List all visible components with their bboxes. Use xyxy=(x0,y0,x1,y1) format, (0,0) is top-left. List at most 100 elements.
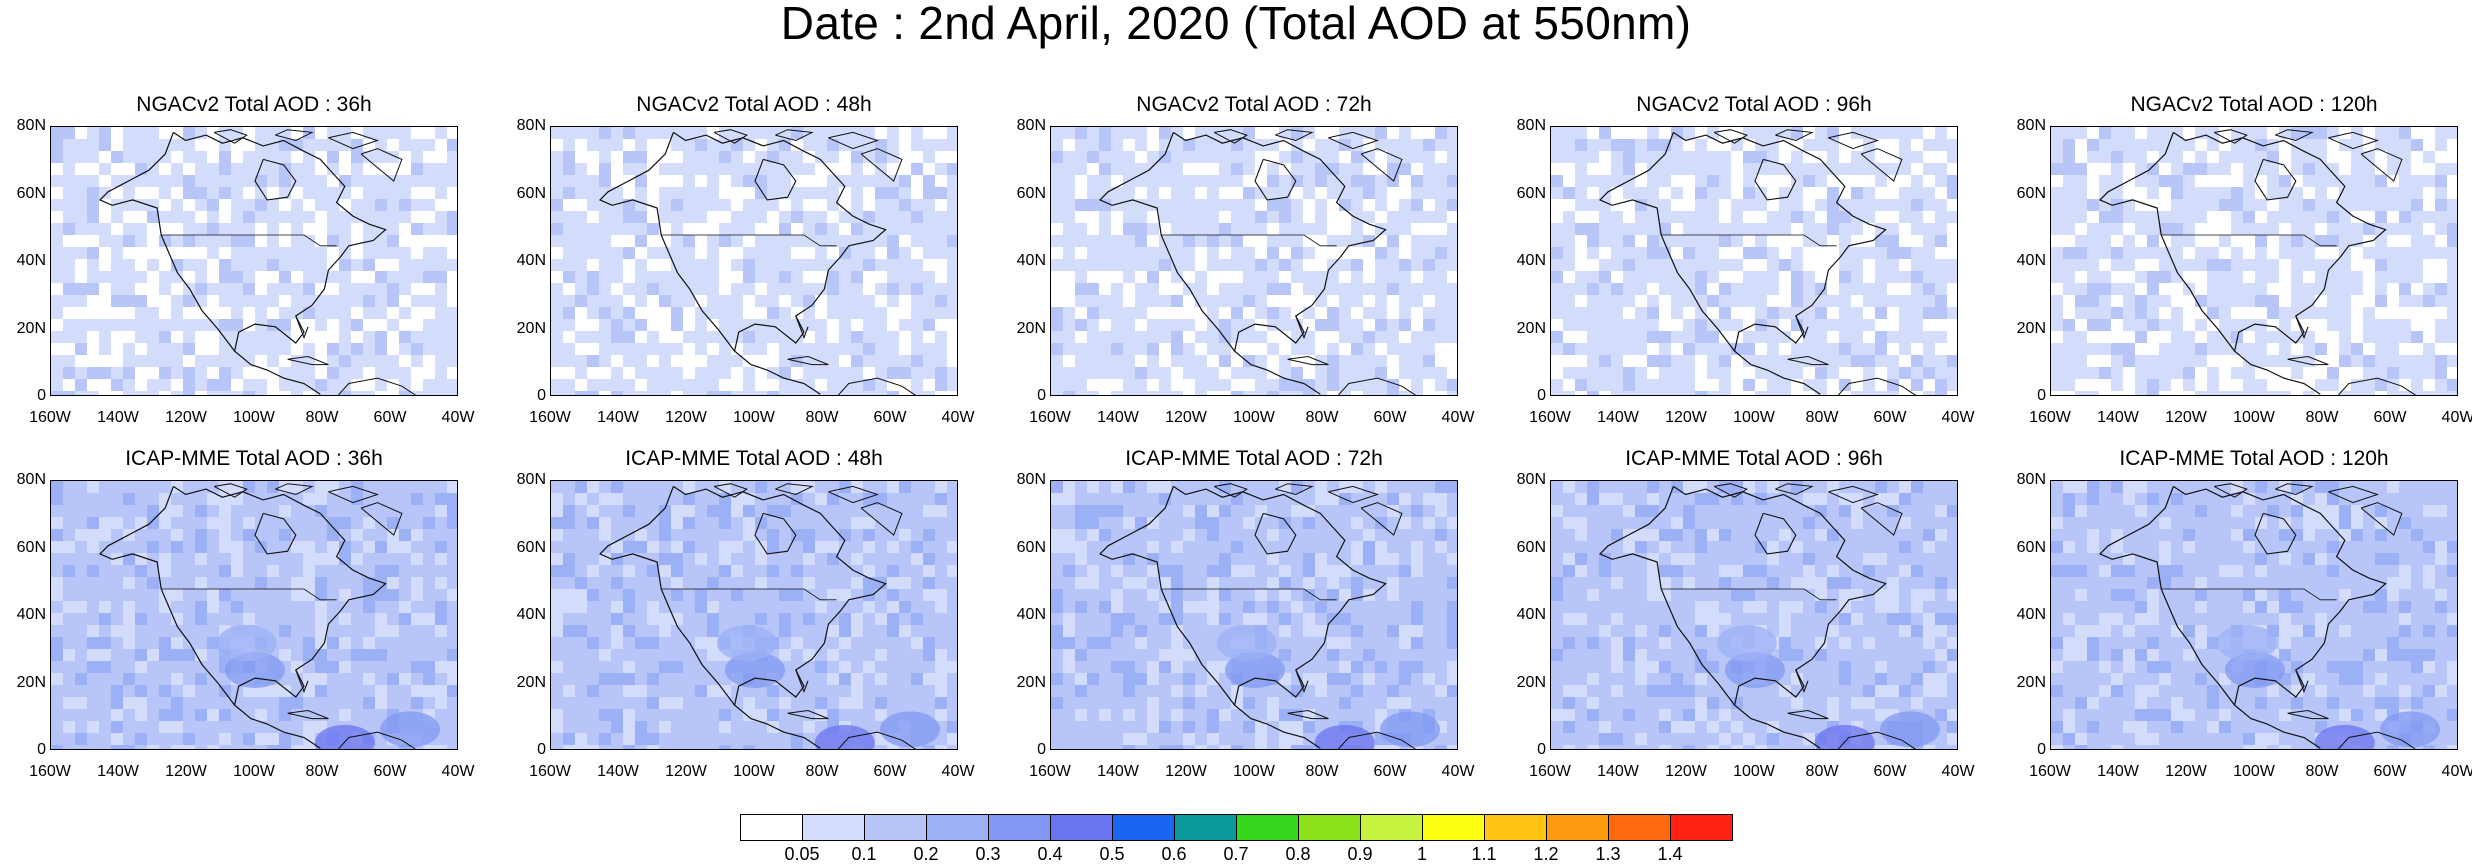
aod-cell xyxy=(2195,637,2207,649)
aod-cell xyxy=(2111,199,2123,211)
east-coastline xyxy=(1673,485,1887,749)
aod-cell xyxy=(375,541,387,553)
aod-cell xyxy=(2195,589,2207,601)
aod-cell xyxy=(815,709,827,721)
aod-cell xyxy=(411,577,423,589)
aod-cell xyxy=(1551,175,1563,187)
aod-cell xyxy=(635,235,647,247)
aod-cell xyxy=(183,367,195,379)
aod-cell xyxy=(51,163,63,175)
aod-cell xyxy=(791,493,803,505)
aod-cell xyxy=(351,151,363,163)
aod-cell xyxy=(1599,553,1611,565)
aod-cell xyxy=(2375,163,2387,175)
aod-cell xyxy=(87,721,99,733)
aod-cell xyxy=(2231,505,2243,517)
aod-cell xyxy=(2447,661,2457,673)
aod-cell xyxy=(2063,505,2075,517)
aod-cell xyxy=(135,517,147,529)
aod-cell xyxy=(1327,379,1339,391)
aod-cell xyxy=(2075,697,2087,709)
aod-cell xyxy=(2411,151,2423,163)
aod-cell xyxy=(2219,367,2231,379)
aod-cell xyxy=(1851,505,1863,517)
aod-cell xyxy=(1135,577,1147,589)
aod-cell xyxy=(863,541,875,553)
aod-cell xyxy=(815,601,827,613)
aod-cell xyxy=(2219,199,2231,211)
aod-cell xyxy=(1575,331,1587,343)
aod-cell xyxy=(731,379,743,391)
aod-cell xyxy=(2279,601,2291,613)
aod-cell xyxy=(1611,661,1623,673)
aod-cell xyxy=(75,163,87,175)
aod-cell xyxy=(767,685,779,697)
aod-cell xyxy=(1423,127,1435,139)
aod-cell xyxy=(219,589,231,601)
aod-cell xyxy=(183,163,195,175)
aod-field-background xyxy=(2051,127,2457,395)
aod-cell xyxy=(2291,343,2303,355)
aod-cell xyxy=(731,505,743,517)
arctic-island-coastline xyxy=(328,131,379,150)
aod-cell xyxy=(1171,343,1183,355)
aod-cell xyxy=(171,637,183,649)
aod-cell xyxy=(2063,541,2075,553)
aod-cell xyxy=(1659,295,1671,307)
aod-cell xyxy=(1243,175,1255,187)
aod-cell xyxy=(2207,721,2219,733)
aod-cell xyxy=(1899,283,1911,295)
aod-cell xyxy=(2387,697,2399,709)
colorbar-swatch xyxy=(926,814,989,841)
aod-cell xyxy=(195,673,207,685)
aod-cell xyxy=(1923,367,1935,379)
aod-cell xyxy=(231,271,243,283)
aod-cell xyxy=(411,589,423,601)
aod-cell xyxy=(1051,271,1063,283)
aod-cell xyxy=(111,697,123,709)
aod-cell xyxy=(1423,295,1435,307)
aod-cell xyxy=(2303,367,2315,379)
aod-cell xyxy=(623,625,635,637)
aod-cell xyxy=(87,283,99,295)
aod-cell xyxy=(291,139,303,151)
aod-cell xyxy=(635,541,647,553)
aod-cell xyxy=(303,223,315,235)
aod-cell xyxy=(1303,673,1315,685)
aod-cell xyxy=(2075,565,2087,577)
aod-cell xyxy=(111,391,123,395)
aod-cell xyxy=(2327,697,2339,709)
aod-cell xyxy=(1899,613,1911,625)
aod-cell xyxy=(1563,331,1575,343)
aod-cell xyxy=(1387,355,1399,367)
aod-cell xyxy=(2447,541,2457,553)
aod-cell xyxy=(1339,589,1351,601)
aod-cell xyxy=(1195,163,1207,175)
latitude-tick-label: 80N xyxy=(16,117,46,134)
aod-cell xyxy=(1303,577,1315,589)
aod-cell xyxy=(611,577,623,589)
aod-plume xyxy=(1380,711,1441,748)
aod-cell xyxy=(719,745,731,749)
longitude-tick-label: 100W xyxy=(233,763,275,780)
aod-cell xyxy=(1839,367,1851,379)
aod-cell xyxy=(1327,295,1339,307)
aod-cell xyxy=(1755,745,1767,749)
aod-cell xyxy=(1803,517,1815,529)
aod-cell xyxy=(219,529,231,541)
aod-cell xyxy=(1683,307,1695,319)
aod-cell xyxy=(599,517,611,529)
aod-cell xyxy=(1839,577,1851,589)
aod-cell xyxy=(2159,517,2171,529)
aod-cell xyxy=(1719,247,1731,259)
aod-map xyxy=(1550,480,1958,750)
aod-cell xyxy=(1659,541,1671,553)
aod-cell xyxy=(2375,697,2387,709)
aod-cell xyxy=(1063,529,1075,541)
aod-cell xyxy=(219,187,231,199)
aod-cell xyxy=(423,355,435,367)
aod-cell xyxy=(1647,577,1659,589)
aod-cell xyxy=(1195,343,1207,355)
aod-cell xyxy=(2171,493,2183,505)
aod-cell xyxy=(935,295,947,307)
